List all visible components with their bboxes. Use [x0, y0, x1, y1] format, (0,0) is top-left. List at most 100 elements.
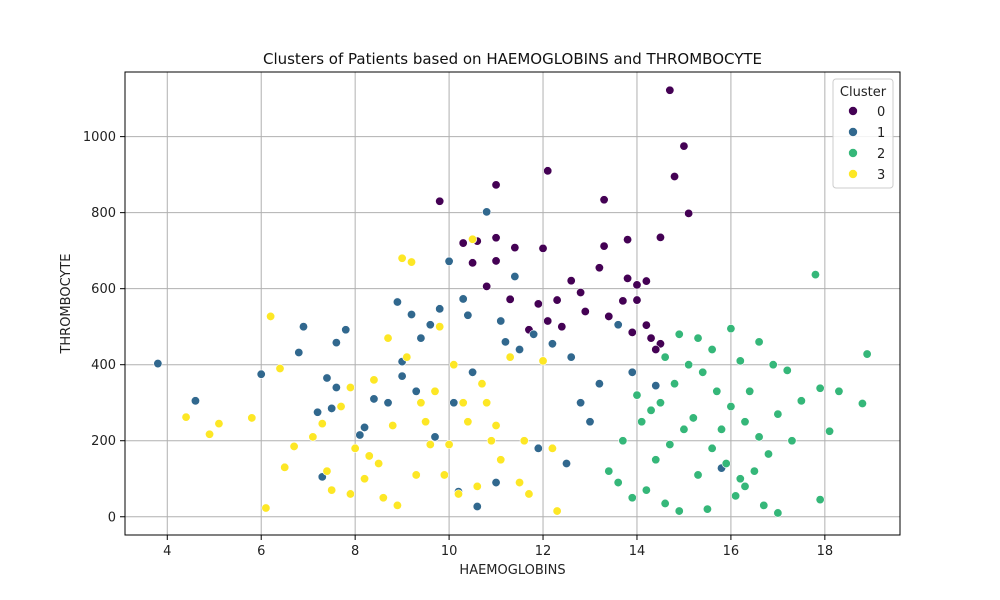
data-point: [477, 379, 487, 389]
x-tick-label: 12: [535, 544, 552, 559]
data-point: [360, 474, 370, 484]
data-point: [449, 398, 459, 408]
data-point: [533, 299, 543, 309]
data-point: [599, 241, 609, 251]
data-point: [256, 369, 266, 379]
data-point: [726, 324, 736, 334]
data-point: [491, 233, 501, 243]
data-point: [538, 243, 548, 253]
data-point: [510, 243, 520, 253]
data-point: [383, 398, 393, 408]
data-point: [435, 322, 445, 332]
data-point: [298, 322, 308, 332]
data-point: [486, 436, 496, 446]
data-point: [289, 441, 299, 451]
data-point: [670, 172, 680, 182]
data-point: [618, 436, 628, 446]
data-point: [345, 383, 355, 393]
data-point: [496, 455, 506, 465]
data-point: [383, 333, 393, 343]
data-point: [731, 491, 741, 501]
data-point: [745, 386, 755, 396]
data-point: [313, 407, 323, 417]
x-tick-label: 6: [257, 544, 265, 559]
ticks-layer: 4 6 8 10 12 14 16 18 0 200 400 600 800 1000: [83, 130, 833, 559]
data-point: [416, 398, 426, 408]
data-point: [425, 320, 435, 330]
data-point: [345, 489, 355, 499]
data-point: [308, 432, 318, 442]
data-point: [660, 352, 670, 362]
data-point: [782, 365, 792, 375]
data-point: [857, 398, 867, 408]
data-point: [707, 443, 717, 453]
data-point: [378, 493, 388, 503]
series-cluster-0: [435, 85, 694, 354]
legend-label: 0: [877, 105, 885, 120]
data-point: [787, 436, 797, 446]
data-point: [693, 470, 703, 480]
data-point: [735, 356, 745, 366]
data-point: [655, 232, 665, 242]
data-point: [810, 270, 820, 280]
data-point: [679, 141, 689, 151]
data-point: [632, 280, 642, 290]
data-point: [773, 409, 783, 419]
data-point: [439, 470, 449, 480]
legend-items: 0 1 2 3: [848, 105, 885, 183]
y-tick-label: 400: [91, 358, 116, 373]
data-point: [435, 196, 445, 206]
data-point: [585, 417, 595, 427]
series-cluster-2: [604, 270, 872, 518]
data-point: [754, 432, 764, 442]
data-point: [707, 344, 717, 354]
data-point: [825, 426, 835, 436]
legend-marker: [848, 148, 858, 158]
data-point: [430, 386, 440, 396]
data-point: [468, 234, 478, 244]
data-point: [388, 421, 398, 431]
data-point: [533, 443, 543, 453]
data-point: [599, 195, 609, 205]
data-point: [627, 493, 637, 503]
data-point: [754, 337, 764, 347]
data-point: [529, 329, 539, 339]
data-point: [331, 338, 341, 348]
data-point: [547, 339, 557, 349]
data-point: [453, 489, 463, 499]
x-tick-label: 8: [351, 544, 359, 559]
legend-label: 3: [877, 168, 885, 183]
data-point: [712, 386, 722, 396]
data-point: [472, 481, 482, 491]
data-point: [524, 489, 534, 499]
y-tick-label: 800: [91, 206, 116, 221]
data-point: [458, 294, 468, 304]
data-point: [580, 306, 590, 316]
legend: Cluster 0 1 2 3: [832, 78, 894, 189]
data-point: [759, 500, 769, 510]
data-point: [552, 295, 562, 305]
data-point: [684, 360, 694, 370]
data-point: [688, 413, 698, 423]
data-point: [336, 402, 346, 412]
data-point: [604, 311, 614, 321]
data-point: [322, 373, 332, 383]
data-point: [679, 424, 689, 434]
data-point: [768, 360, 778, 370]
legend-label: 1: [877, 126, 885, 141]
data-point: [341, 325, 351, 335]
data-point: [468, 258, 478, 268]
data-point: [416, 333, 426, 343]
y-axis-label: THROMBOCYTE: [59, 253, 74, 354]
data-point: [482, 398, 492, 408]
data-point: [435, 304, 445, 314]
data-point: [641, 485, 651, 495]
series-cluster-1: [153, 207, 727, 511]
legend-box: [832, 78, 894, 189]
data-point: [557, 322, 567, 332]
data-point: [665, 440, 675, 450]
data-point: [500, 337, 510, 347]
data-point: [665, 85, 675, 95]
